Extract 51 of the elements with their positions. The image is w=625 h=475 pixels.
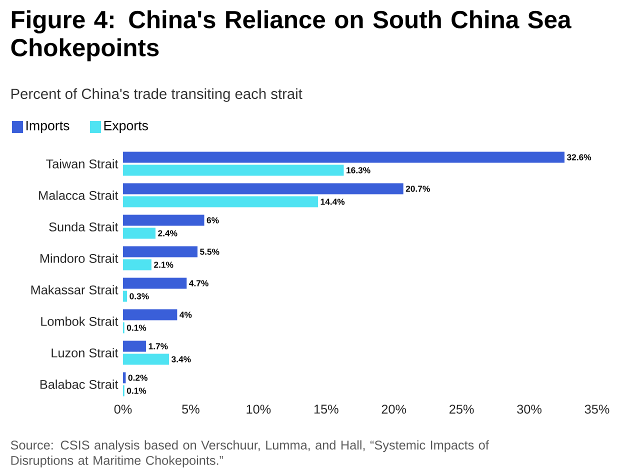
bar [123,290,128,302]
data-label: 2.4% [158,230,178,236]
x-tick-label: 25% [450,404,474,414]
data-label: 14.4% [320,198,345,205]
bar [123,354,170,365]
x-tick-label: 15% [314,404,338,414]
data-label: 0.2% [128,374,148,381]
data-label: 0.1% [126,324,146,331]
data-label: 0.1% [126,388,146,394]
bar [123,372,126,384]
data-label: 20.7% [406,186,430,192]
bar [123,246,198,258]
y-tick-label: Taiwan Strait [46,159,118,168]
y-tick-label: Lombok Strait [41,316,118,326]
source-note: Source: CSIS analysis based on Verschuur, Lumma, and Hall, “Systemic Impacts of Disruptions at Maritime Chokepoints.” [10,440,489,468]
x-tick-label: 35% [584,404,610,414]
bar [123,164,344,176]
y-tick-label: Mindoro Strait [40,254,118,263]
data-label: 4% [180,312,192,318]
data-label: 4.7% [189,280,208,286]
bar [123,214,204,226]
y-tick-label: Malacca Strait [39,190,118,200]
data-label: 1.7% [148,343,168,350]
y-tick-label: Balabac Strait [40,380,118,389]
data-label: 32.6% [566,154,592,160]
x-tick-label: 5% [182,404,200,414]
x-tick-label: 20% [382,404,406,414]
chart-title: Figure 4: China's Reliance on South China Sea Chokepoints [11,10,572,62]
bar [123,183,404,194]
y-tick-label: Makassar Strait [31,285,118,294]
bar [123,278,187,289]
x-tick-label: 0% [114,404,132,414]
legend-label: Exports [104,121,148,133]
x-tick-label: 30% [517,404,542,414]
y-tick-label: Luzon Strait [52,348,118,358]
data-label: 3.4% [172,356,191,362]
bar [123,196,318,208]
data-label: 2.1% [154,262,174,268]
data-label: 0.3% [130,293,149,300]
data-label: 16.3% [346,167,370,174]
bar [123,340,146,352]
bar [123,309,178,320]
legend-label: Imports [26,121,70,133]
bar [123,259,152,270]
y-tick-label: Sunda Strait [49,222,118,232]
bar [123,228,156,239]
chart-subtitle: Percent of China's trade transiting each strait [11,88,302,102]
bar [123,152,564,163]
data-label: 5.5% [200,248,220,255]
data-label: 6% [206,217,219,224]
x-tick-label: 10% [246,404,271,414]
